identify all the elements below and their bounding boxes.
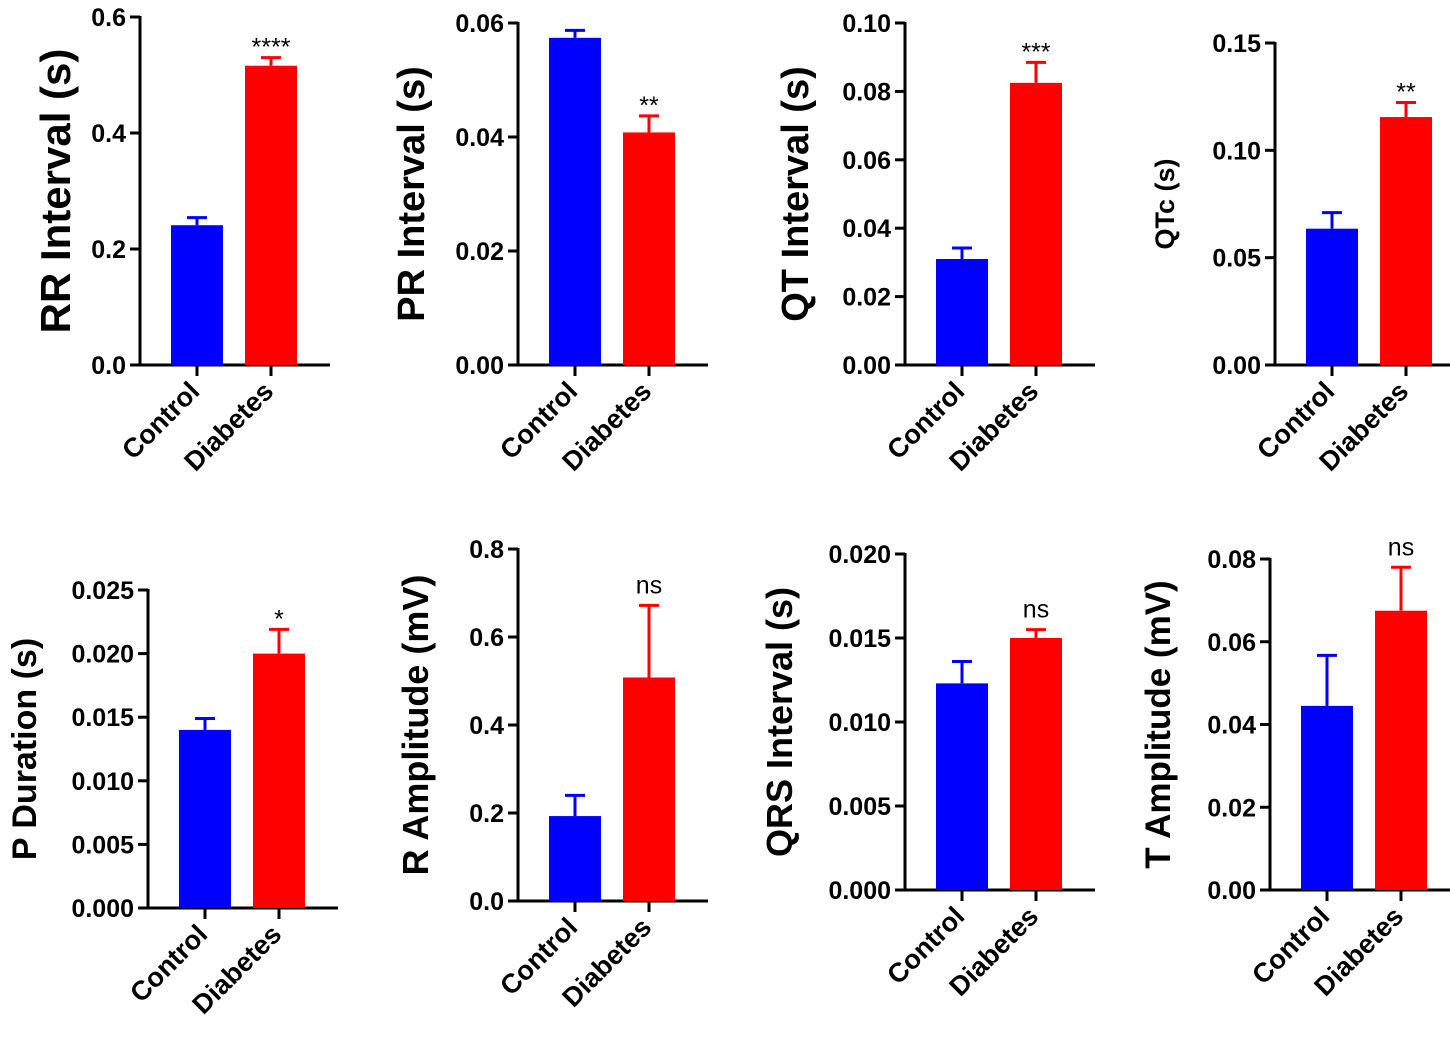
chart-3-bar-diabetes <box>1010 82 1062 365</box>
chart-3-y-tick-label: 0.00 <box>842 352 891 380</box>
chart-3-y-tick-label: 0.06 <box>842 147 891 175</box>
chart-8-y-tick-label: 0.00 <box>1207 877 1256 905</box>
chart-6-y-tick-label: 0.2 <box>469 800 504 828</box>
chart-6-y-tick-label: 0.6 <box>469 624 504 652</box>
chart-4-ylabel: QTc (s) <box>1150 158 1180 249</box>
chart-5-y-tick-label: 0.005 <box>71 831 134 859</box>
chart-4-y-tick-label: 0.00 <box>1212 352 1261 380</box>
chart-2-y-tick-label: 0.04 <box>455 124 504 152</box>
chart-7-y-tick-label: 0.015 <box>828 625 891 653</box>
chart-6-ylabel: R Amplitude (mV) <box>395 575 436 876</box>
chart-3-y-tick-label: 0.04 <box>842 215 891 243</box>
chart-2-y-tick-label: 0.00 <box>455 352 504 380</box>
chart-4-significance: ** <box>1396 78 1416 106</box>
chart-6-significance: ns <box>636 571 662 599</box>
chart-2-bar-diabetes <box>623 132 675 365</box>
chart-5-ylabel: P Duration (s) <box>6 638 44 860</box>
chart-panel-8: 0.000.020.040.060.08T Amplitude (mV)Cont… <box>1139 533 1450 1002</box>
chart-3-y-tick-label: 0.08 <box>842 78 891 106</box>
chart-1-bar-diabetes <box>245 65 297 365</box>
chart-1-significance: **** <box>252 34 291 62</box>
chart-8-y-tick-label: 0.02 <box>1207 794 1256 822</box>
chart-1-y-tick-label: 0.4 <box>91 120 126 148</box>
chart-7-y-tick-label: 0.000 <box>828 877 891 905</box>
chart-3-y-tick-label: 0.10 <box>842 10 891 38</box>
chart-2-significance: ** <box>639 92 659 120</box>
chart-6-y-tick-label: 0.4 <box>469 712 504 740</box>
chart-7-bar-diabetes <box>1010 638 1062 890</box>
chart-4-bar-control <box>1306 228 1358 365</box>
chart-1-y-tick-label: 0.6 <box>91 4 126 32</box>
chart-panel-7: 0.000 0.005 0.010 0.015 0.020 QRS Interval (s… <box>759 541 1095 1002</box>
chart-2-ylabel: PR Interval (s) <box>391 66 433 322</box>
chart-2-y-tick-label: 0.02 <box>455 238 504 266</box>
chart-5-y-tick-label: 0.025 <box>71 577 134 605</box>
chart-1-y-tick-label: 0.0 <box>91 352 126 380</box>
chart-5-bar-control <box>179 729 231 908</box>
chart-2-y-tick-label: 0.06 <box>455 10 504 38</box>
chart-7-bar-control <box>936 683 988 890</box>
chart-5-y-tick-label: 0.015 <box>71 704 134 732</box>
chart-8-bar-diabetes <box>1375 610 1427 890</box>
chart-6-bar-diabetes <box>623 677 675 901</box>
chart-5-bar-diabetes <box>253 653 305 908</box>
chart-8-y-tick-label: 0.04 <box>1207 712 1256 740</box>
chart-1-bar-control <box>171 225 223 365</box>
chart-panel-6: 0.00.20.40.60.8R Amplitude (mV)ControlDi… <box>395 536 708 1013</box>
chart-6-y-tick-label: 0.0 <box>469 888 504 916</box>
chart-5-y-tick-label: 0.020 <box>71 641 134 669</box>
chart-panel-5: 0.000 0.005 0.010 0.015 0.020 0.025 P Duration… <box>6 577 338 1020</box>
chart-3-y-tick-label: 0.02 <box>842 284 891 312</box>
chart-7-significance: ns <box>1023 596 1049 624</box>
chart-7-y-tick-label: 0.005 <box>828 793 891 821</box>
chart-4-y-tick-label: 0.15 <box>1212 30 1261 58</box>
chart-2-bar-control <box>549 37 601 365</box>
chart-4-y-tick-label: 0.05 <box>1212 245 1261 273</box>
chart-3-significance: *** <box>1021 38 1050 66</box>
chart-7-y-tick-label: 0.010 <box>828 709 891 737</box>
chart-6-y-tick-label: 0.8 <box>469 536 504 564</box>
chart-6-bar-control <box>549 816 601 901</box>
chart-1-ylabel: RR Interval (s) <box>32 49 79 334</box>
chart-panel-1: 0.00.20.40.6RR Interval (s)ControlDiabet… <box>32 4 330 477</box>
chart-8-bar-control <box>1301 705 1353 890</box>
chart-7-ylabel: QRS Interval (s) <box>759 587 800 857</box>
chart-8-ylabel: T Amplitude (mV) <box>1139 580 1178 868</box>
chart-4-y-tick-label: 0.10 <box>1212 137 1261 165</box>
chart-8-significance: ns <box>1388 533 1414 561</box>
chart-1-y-tick-label: 0.2 <box>91 236 126 264</box>
chart-4-bar-diabetes <box>1380 117 1432 365</box>
chart-3-ylabel: QT Interval (s) <box>775 66 817 322</box>
chart-8-y-tick-label: 0.06 <box>1207 629 1256 657</box>
chart-5-y-tick-label: 0.010 <box>71 768 134 796</box>
chart-7-y-tick-label: 0.020 <box>828 541 891 569</box>
chart-3-bar-control <box>936 258 988 365</box>
chart-5-significance: * <box>274 605 284 633</box>
chart-8-y-tick-label: 0.08 <box>1207 546 1256 574</box>
chart-5-y-tick-label: 0.000 <box>71 895 134 923</box>
